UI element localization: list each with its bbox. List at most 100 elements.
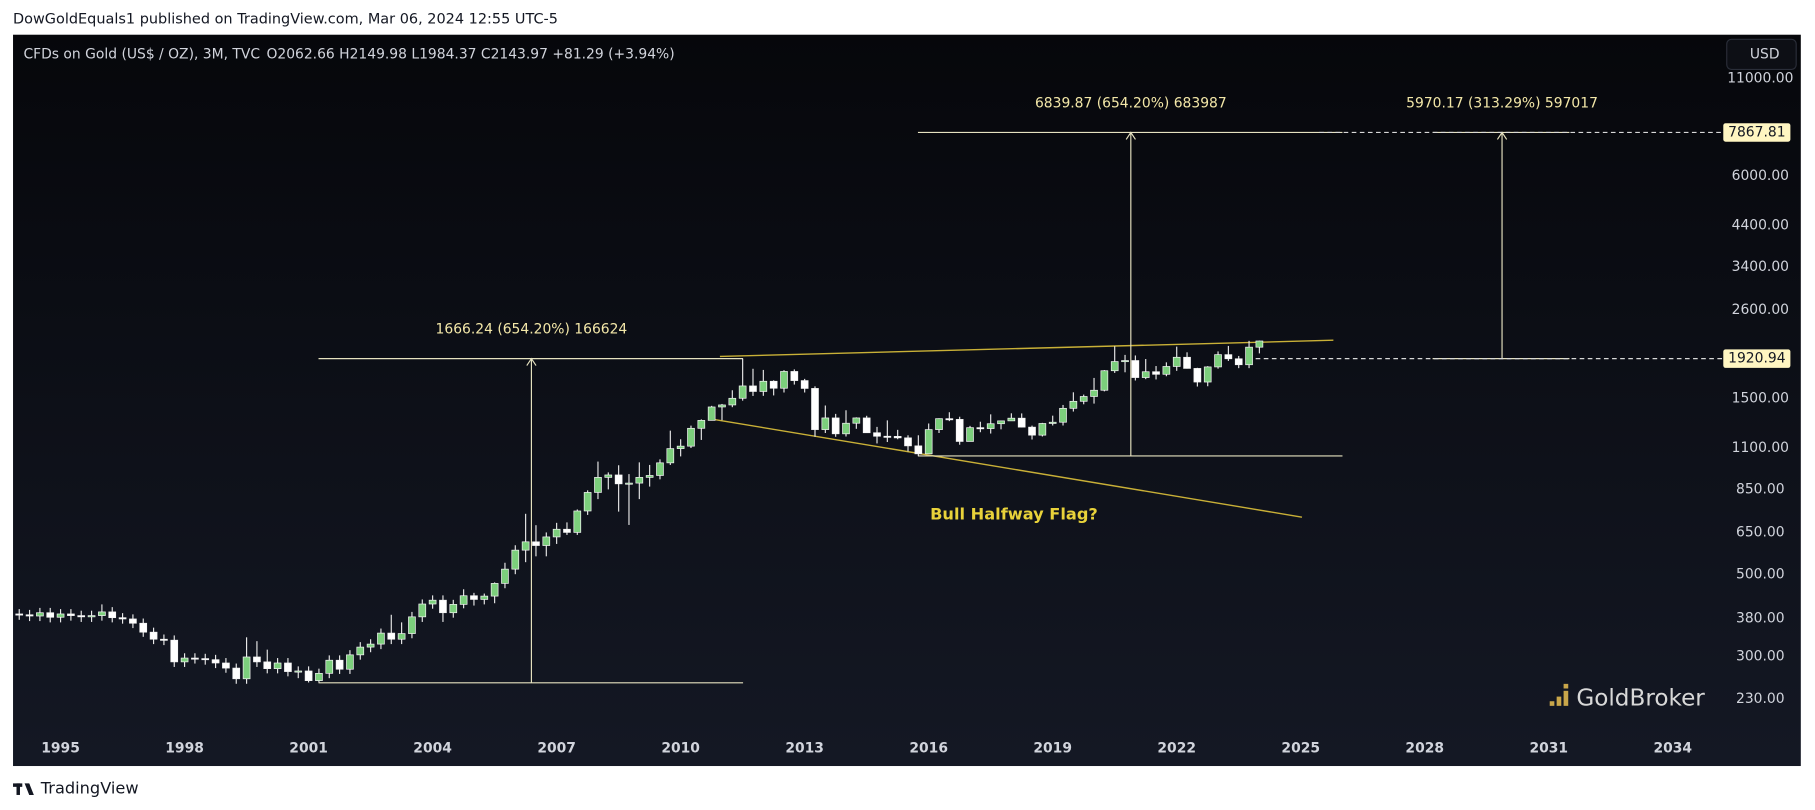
currency-button[interactable] bbox=[1726, 38, 1797, 71]
chart-panel bbox=[13, 34, 1801, 767]
candle-body bbox=[480, 595, 489, 600]
candle-body bbox=[242, 656, 251, 680]
flag-annotation: Bull Halfway Flag? bbox=[930, 504, 1098, 523]
candle-body bbox=[87, 615, 96, 618]
candle-body bbox=[759, 380, 768, 392]
candle-body bbox=[676, 445, 685, 449]
candle-body bbox=[325, 659, 334, 674]
candle-body bbox=[253, 656, 261, 663]
x-tick-label: 2019 bbox=[1033, 741, 1072, 757]
candle-body bbox=[428, 599, 437, 605]
candle-body bbox=[98, 611, 106, 616]
x-tick-label: 2013 bbox=[785, 741, 824, 757]
candle-body bbox=[800, 380, 809, 389]
x-tick-label: 2007 bbox=[537, 741, 576, 757]
measure-label: 5970.17 (313.29%) 597017 bbox=[1406, 96, 1598, 112]
candle-body bbox=[459, 595, 468, 605]
price-label-box bbox=[1723, 123, 1791, 142]
candle-body bbox=[170, 639, 179, 663]
candle-body bbox=[1079, 396, 1088, 402]
candle-body bbox=[1121, 360, 1129, 363]
candle-body bbox=[997, 420, 1005, 425]
candle-body bbox=[749, 385, 757, 392]
y-tick-label: 380.00 bbox=[1736, 611, 1785, 627]
candle-body bbox=[1048, 421, 1057, 424]
candle-body bbox=[36, 612, 44, 617]
candle-body bbox=[490, 583, 499, 597]
candle-body bbox=[470, 595, 478, 600]
candle-body bbox=[1100, 370, 1109, 391]
candle-body bbox=[904, 437, 912, 447]
candle-body bbox=[935, 418, 943, 430]
candle-body bbox=[232, 667, 241, 680]
candle-body bbox=[118, 617, 127, 620]
x-tick-label: 1998 bbox=[165, 741, 204, 757]
candle-body bbox=[697, 420, 706, 429]
candle-body bbox=[1038, 423, 1047, 436]
publisher-line: DowGoldEquals1 published on TradingView.… bbox=[13, 12, 558, 28]
candle-body bbox=[263, 661, 272, 670]
candle-body bbox=[687, 427, 695, 447]
candle-body bbox=[149, 631, 158, 640]
y-tick-label: 650.00 bbox=[1736, 524, 1785, 540]
candle-body bbox=[532, 541, 540, 546]
candle-body bbox=[1224, 354, 1233, 360]
y-tick-label: 4400.00 bbox=[1732, 218, 1789, 234]
candle-body bbox=[346, 654, 354, 670]
price-label: 7867.81 bbox=[1728, 124, 1785, 140]
x-tick-label: 1995 bbox=[41, 741, 80, 757]
watermark-icon bbox=[1549, 683, 1569, 706]
candle-body bbox=[790, 371, 799, 381]
candle-body bbox=[573, 510, 582, 533]
candle-body bbox=[563, 528, 571, 533]
candle-body bbox=[67, 613, 75, 616]
footer-brand: TradingView bbox=[40, 779, 139, 798]
candle-body bbox=[552, 528, 561, 538]
x-tick-label: 2004 bbox=[413, 741, 452, 757]
ohlc-legend: O2062.66 H2149.98 L1984.37 C2143.97 +81.… bbox=[266, 46, 674, 62]
candle-body bbox=[46, 612, 55, 618]
candle-body bbox=[335, 659, 344, 670]
candle-body bbox=[180, 657, 189, 663]
candle-body bbox=[1172, 356, 1181, 367]
x-tick-label: 2034 bbox=[1653, 741, 1692, 757]
candle-body bbox=[976, 427, 985, 430]
candle-body bbox=[645, 475, 654, 478]
candle-body bbox=[387, 632, 396, 640]
candle-body bbox=[1110, 361, 1119, 372]
candle-body bbox=[1028, 426, 1036, 436]
currency-label[interactable]: USD bbox=[1750, 46, 1780, 62]
y-tick-label: 1100.00 bbox=[1732, 440, 1789, 456]
candle-body bbox=[211, 659, 220, 664]
price-label-box bbox=[1723, 349, 1791, 368]
x-tick-label: 2016 bbox=[909, 741, 948, 757]
x-tick-label: 2028 bbox=[1405, 741, 1444, 757]
candle-body bbox=[945, 418, 954, 421]
candle-body bbox=[1203, 366, 1212, 383]
y-tick-label: 6000.00 bbox=[1732, 168, 1789, 184]
candle-body bbox=[1162, 366, 1171, 375]
candle-body bbox=[718, 404, 726, 408]
candle-body bbox=[191, 657, 199, 660]
candle-body bbox=[594, 477, 602, 493]
candle-body bbox=[418, 603, 427, 618]
plot-area: 1666.24 (654.20%) 166624 6839.87 (654.20%… bbox=[15, 96, 1723, 684]
candle-body bbox=[284, 662, 292, 672]
candle-body bbox=[852, 417, 861, 424]
candle-body bbox=[222, 662, 230, 669]
candle-body bbox=[511, 549, 520, 570]
candle-body bbox=[1131, 360, 1140, 378]
candle-body bbox=[924, 429, 933, 455]
candle-body bbox=[1214, 354, 1222, 368]
candle-body bbox=[501, 568, 509, 584]
candle-body bbox=[738, 385, 747, 399]
y-tick-label: 850.00 bbox=[1736, 481, 1785, 497]
arrow-head bbox=[1125, 131, 1136, 140]
candle-body bbox=[377, 632, 385, 645]
candle-body bbox=[666, 448, 675, 464]
candle-body bbox=[1255, 340, 1264, 348]
y-tick-label: 230.00 bbox=[1736, 691, 1785, 707]
price-label: 1920.94 bbox=[1728, 351, 1786, 367]
candle-body bbox=[873, 432, 881, 437]
candle-body bbox=[1007, 417, 1016, 422]
